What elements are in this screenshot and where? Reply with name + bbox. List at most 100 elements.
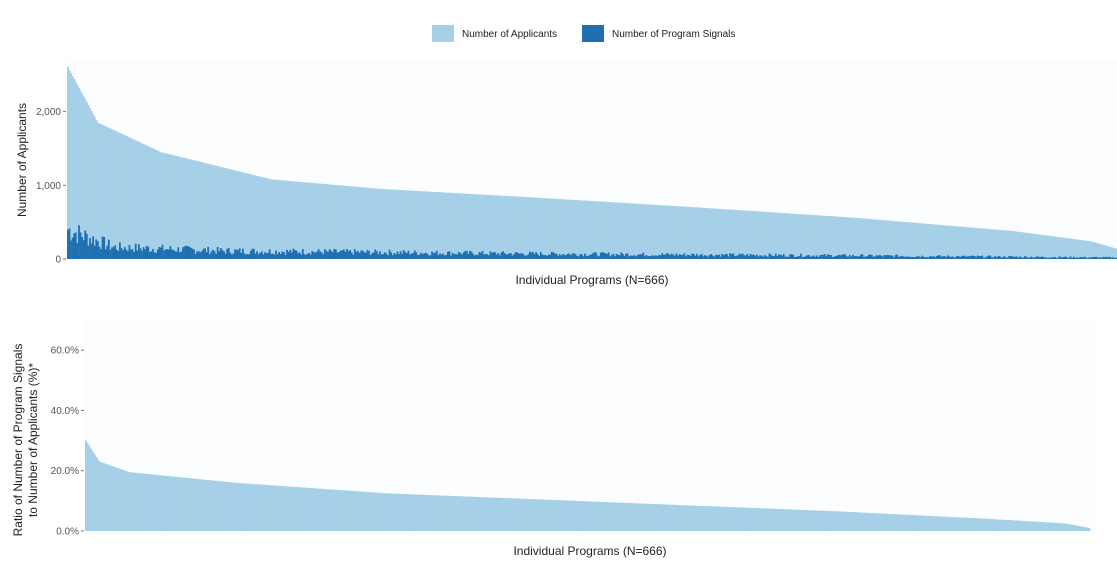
signal-bar xyxy=(240,252,243,259)
bar xyxy=(571,199,574,259)
bar xyxy=(866,512,869,531)
signal-bar xyxy=(724,254,727,259)
bar xyxy=(293,486,296,531)
bar xyxy=(152,148,155,259)
bar xyxy=(948,516,951,531)
bar xyxy=(1000,519,1003,531)
bar xyxy=(418,494,421,531)
bar xyxy=(234,482,237,531)
signal-bar xyxy=(973,256,976,259)
bar xyxy=(462,496,465,531)
bar xyxy=(169,476,172,531)
bar xyxy=(444,495,446,531)
bar xyxy=(778,212,780,259)
bar xyxy=(240,172,243,259)
signal-bar xyxy=(953,257,955,259)
signal-bar xyxy=(659,255,662,259)
signal-bar xyxy=(623,255,626,259)
bar xyxy=(172,476,175,531)
bar xyxy=(536,197,539,259)
bar xyxy=(143,473,146,531)
signal-bar xyxy=(1112,257,1115,259)
bar xyxy=(327,184,330,259)
signal-bar xyxy=(929,255,932,259)
ratio-y-axis: 0.0%20.0%40.0%60.0% xyxy=(51,346,84,538)
bar xyxy=(972,518,975,531)
bar xyxy=(245,173,248,259)
bar xyxy=(626,203,629,259)
bar xyxy=(554,198,557,259)
bar xyxy=(888,220,891,259)
bar xyxy=(810,510,813,531)
bar xyxy=(796,214,799,259)
bar xyxy=(614,502,617,531)
bar xyxy=(628,203,631,259)
bar xyxy=(190,478,193,531)
signal-bar xyxy=(949,256,952,259)
bar xyxy=(886,220,889,259)
bar xyxy=(404,494,407,531)
signal-bar xyxy=(781,255,783,259)
bar xyxy=(453,193,456,259)
bar xyxy=(337,489,339,531)
bar xyxy=(295,181,298,259)
signal-bar xyxy=(133,252,135,259)
signal-bar xyxy=(1101,257,1104,259)
bar xyxy=(730,209,733,259)
bar xyxy=(871,219,873,259)
bar xyxy=(424,191,427,259)
bar xyxy=(632,203,635,259)
bar xyxy=(800,214,803,259)
bar xyxy=(185,158,188,259)
bar xyxy=(820,215,823,259)
signal-bar xyxy=(522,254,525,259)
bar xyxy=(111,129,114,259)
bar xyxy=(298,181,301,259)
bar xyxy=(898,514,901,531)
signal-bar xyxy=(809,256,812,259)
bar xyxy=(1053,522,1056,531)
signal-bar xyxy=(902,256,905,259)
bar xyxy=(584,200,587,259)
signal-bar xyxy=(620,252,623,259)
signal-bar xyxy=(464,251,467,259)
bar xyxy=(570,500,573,531)
bar xyxy=(360,187,363,259)
bar xyxy=(976,518,979,531)
bar xyxy=(371,492,374,531)
signal-bar xyxy=(848,255,851,259)
bar xyxy=(208,164,211,259)
bar xyxy=(1013,520,1015,531)
signal-bar xyxy=(968,256,971,259)
signal-bar xyxy=(782,254,785,259)
signal-bar xyxy=(1009,256,1012,259)
signal-bar xyxy=(658,254,660,259)
bar xyxy=(386,493,389,531)
signal-bar xyxy=(889,255,892,259)
bar xyxy=(180,157,183,259)
signal-bar xyxy=(845,256,848,259)
bar xyxy=(610,502,612,531)
signal-bar xyxy=(730,253,733,259)
bar xyxy=(686,206,689,259)
signal-bar xyxy=(573,253,575,259)
bar xyxy=(1014,520,1017,531)
bar xyxy=(462,193,465,259)
signal-bar xyxy=(465,250,468,259)
bar xyxy=(1017,231,1020,259)
signal-bar xyxy=(183,246,186,259)
signal-bar xyxy=(412,253,415,259)
bar xyxy=(205,479,208,531)
bar xyxy=(689,207,692,259)
bar xyxy=(771,508,774,531)
bar xyxy=(287,486,290,531)
signal-bar xyxy=(601,252,604,259)
bar xyxy=(637,503,640,531)
bar xyxy=(1012,231,1015,259)
bar xyxy=(702,505,705,531)
bar xyxy=(758,508,760,531)
bar xyxy=(1105,245,1108,259)
bar xyxy=(1029,521,1032,531)
bar xyxy=(551,198,553,259)
bar xyxy=(150,147,153,259)
